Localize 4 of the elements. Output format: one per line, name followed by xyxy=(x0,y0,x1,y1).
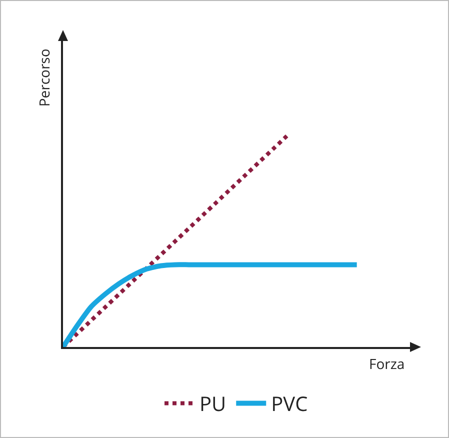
x-axis-title: Forza xyxy=(369,355,405,374)
legend-label: PVC xyxy=(271,390,308,418)
legend-label: PU xyxy=(200,390,226,418)
y-axis-title: Percorso xyxy=(35,48,54,107)
